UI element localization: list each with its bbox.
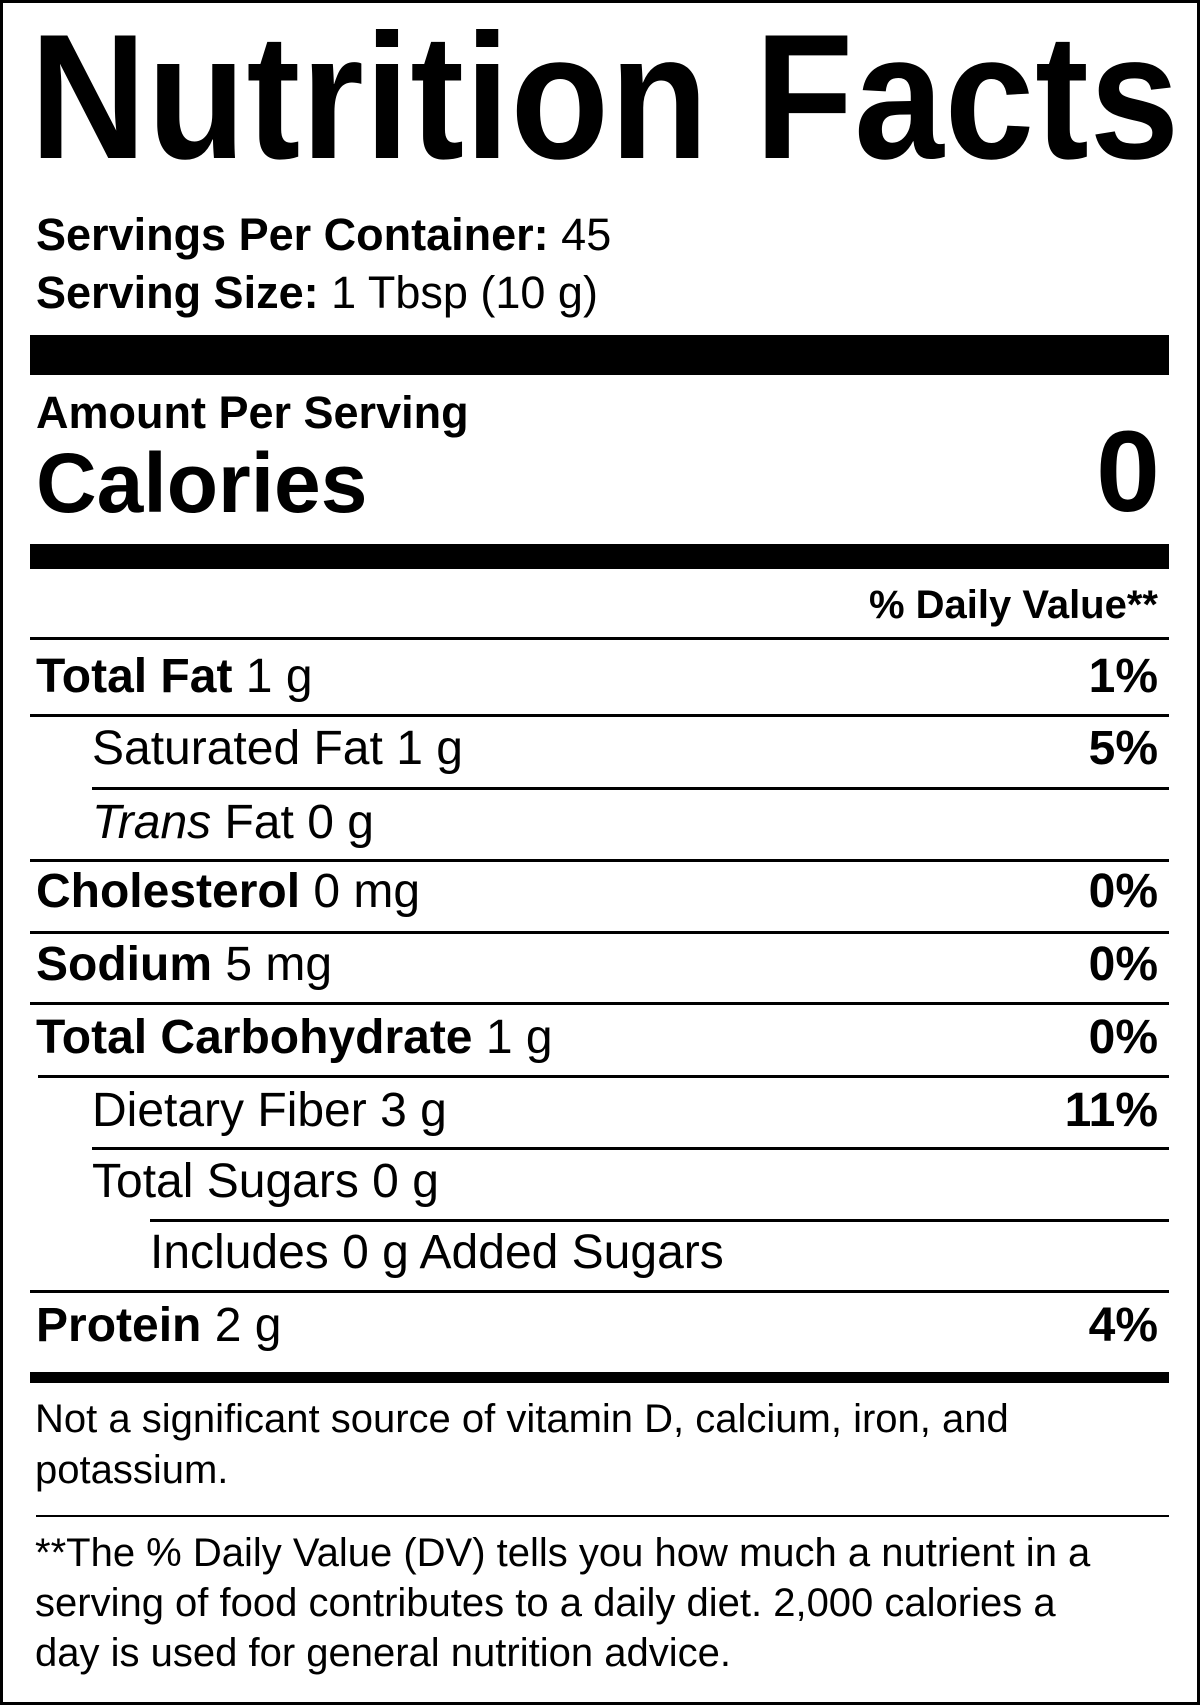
nutrient-total-fat: Total Fat 1 g [36,653,313,701]
divider [30,931,1169,934]
medium-divider [30,1372,1169,1383]
nutrient-amount: 1 g [245,650,313,703]
nutrient-name: Dietary Fiber [92,1084,367,1137]
dv-protein: 4% [1088,1299,1158,1352]
nutrient-amount: 0 g [372,1155,439,1208]
nutrient-name: Trans [92,796,212,849]
divider [30,714,1169,717]
footnote-line-2: serving of food contributes to a daily d… [35,1581,1056,1625]
not-significant-line-2: potassium. [35,1448,229,1492]
serving-size: Serving Size: 1 Tbsp (10 g) [36,270,598,315]
divider [92,1147,1169,1150]
servings-label: Servings Per Container: [36,209,549,260]
dv-total-fat: 1% [1088,650,1158,703]
footnote-line-3: day is used for general nutrition advice… [35,1631,731,1675]
divider [38,1075,1169,1078]
divider [30,1002,1169,1005]
nutrient-amount: 0 mg [313,865,421,918]
nutrient-amount: 2 g [214,1299,282,1352]
daily-value-header: % Daily Value** [868,583,1158,627]
calories-value: 0 [1096,408,1160,536]
thin-divider [36,1515,1169,1517]
nutrient-name: Protein [36,1299,202,1352]
not-significant-line-1: Not a significant source of vitamin D, c… [35,1397,1009,1441]
nutrient-name: Total Fat [36,650,233,703]
nutrient-cholesterol: Cholesterol 0 mg [36,868,420,916]
nutrient-saturated-fat: Saturated Fat 1 g [92,725,463,773]
label-title: Nutrition Facts [30,0,1181,196]
servings-per-container: Servings Per Container: 45 [36,212,611,257]
nutrient-trans-fat: Trans Fat 0 g [92,799,374,847]
dv-sodium: 0% [1088,938,1158,991]
divider [30,637,1169,640]
nutrient-total-sugars: Total Sugars 0 g [92,1158,439,1206]
divider [150,1219,1169,1222]
nutrient-total-carbohydrate: Total Carbohydrate 1 g [36,1014,553,1062]
calories-label: Calories [36,436,368,530]
dv-saturated-fat: 5% [1088,722,1158,775]
serving-size-label: Serving Size: [36,267,319,318]
servings-value: 45 [561,209,612,260]
thick-divider [30,335,1169,375]
divider [92,787,1169,790]
nutrient-name: Saturated Fat [92,722,383,775]
nutrient-dietary-fiber: Dietary Fiber 3 g [92,1087,447,1135]
divider [30,859,1169,862]
nutrient-amount: 3 g [380,1084,447,1137]
dv-total-carbohydrate: 0% [1088,1011,1158,1064]
nutrient-amount: 0 g [307,796,374,849]
dv-cholesterol: 0% [1088,865,1158,918]
serving-size-value: 1 Tbsp (10 g) [331,267,598,318]
nutrient-amount: 5 mg [225,938,333,991]
nutrient-name-rest: Fat [224,796,294,849]
dv-dietary-fiber: 11% [1064,1084,1158,1137]
nutrient-name: Total Carbohydrate [36,1011,473,1064]
medium-divider [30,544,1169,569]
amount-per-serving: Amount Per Serving [36,387,469,438]
divider [30,1290,1169,1293]
nutrient-amount: 1 g [485,1011,553,1064]
nutrient-sodium: Sodium 5 mg [36,941,332,989]
nutrient-name: Sodium [36,938,212,991]
nutrient-added-sugars: Includes 0 g Added Sugars [150,1226,724,1279]
nutrient-amount: 1 g [396,722,463,775]
nutrient-name: Total Sugars [92,1155,359,1208]
nutrient-name: Cholesterol [36,865,301,918]
nutrient-protein: Protein 2 g [36,1302,281,1350]
footnote-line-1: **The % Daily Value (DV) tells you how m… [35,1531,1091,1575]
